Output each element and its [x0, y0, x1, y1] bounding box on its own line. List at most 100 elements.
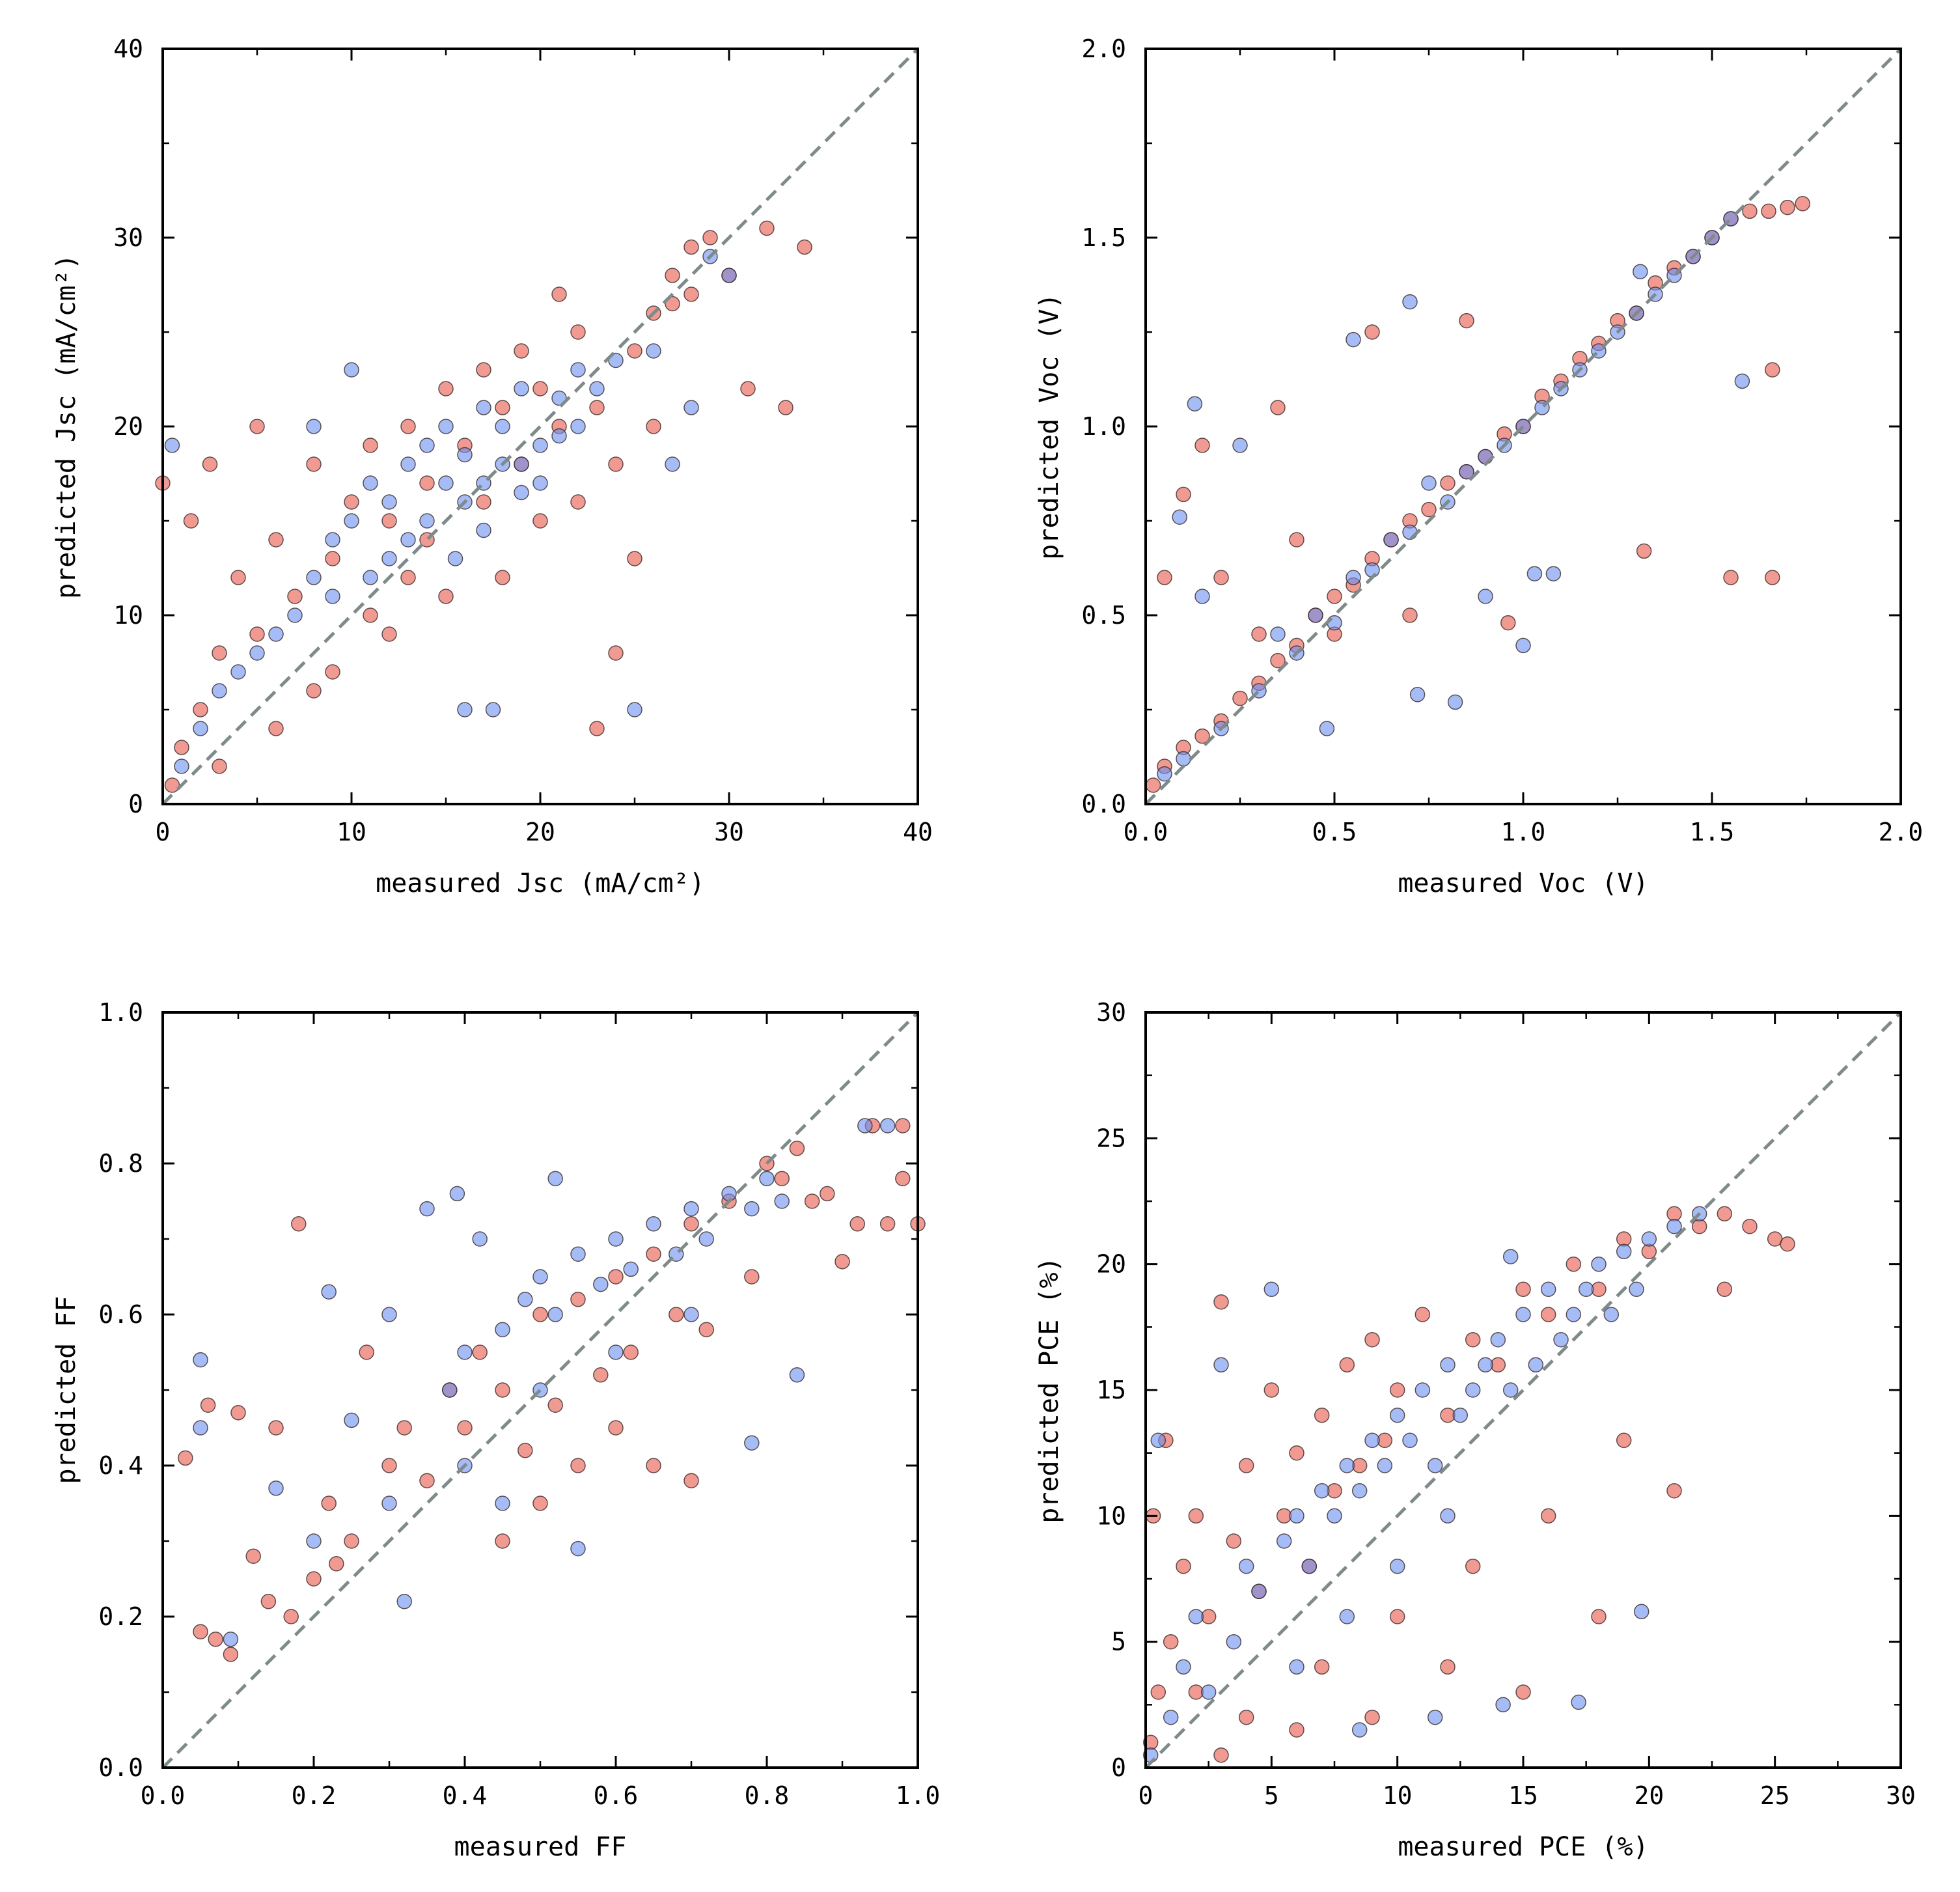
data-point-red — [744, 1269, 760, 1285]
x-tick-label: 0.5 — [1312, 818, 1357, 846]
points — [178, 1118, 926, 1662]
data-point-red — [1289, 1722, 1304, 1738]
data-point-red — [202, 456, 218, 472]
data-point-red — [627, 551, 642, 566]
panel-ff: 0.0 0.2 0.4 0.6 0.8 1.0 0.0 0.2 0.4 0.6 0.8 1.0 meas… — [51, 998, 940, 1862]
data-point-blue — [547, 1307, 563, 1322]
data-point-blue — [1616, 1244, 1632, 1260]
y-tick-label: 0 — [128, 790, 143, 818]
data-point-blue — [1502, 1249, 1519, 1264]
data-point-red — [683, 1216, 699, 1232]
data-point-red — [1616, 1432, 1632, 1449]
points — [1145, 196, 1810, 793]
data-point-blue — [1427, 1709, 1443, 1725]
x-tick-label: 0 — [156, 818, 171, 846]
data-point-blue — [438, 475, 454, 491]
data-point-red — [1289, 1445, 1304, 1461]
data-point-blue — [1172, 509, 1187, 525]
data-point-red — [1389, 1382, 1405, 1398]
data-point-blue — [551, 428, 567, 444]
data-point-blue — [593, 1276, 609, 1292]
data-point-red — [1465, 1558, 1481, 1574]
data-point-blue — [570, 1246, 586, 1262]
data-point-red — [879, 1216, 896, 1232]
data-point-blue — [623, 1261, 639, 1277]
data-point-red — [1251, 626, 1267, 642]
data-point-red — [1176, 486, 1191, 503]
data-point-blue — [1629, 1281, 1644, 1298]
data-point-red — [623, 1344, 639, 1360]
data-point-blue — [879, 1118, 896, 1134]
data-point-blue — [789, 1367, 805, 1383]
data-point-blue — [1427, 1458, 1443, 1473]
data-point-red — [1157, 570, 1172, 585]
data-point-red — [1194, 438, 1210, 453]
data-point-red — [835, 1254, 850, 1270]
data-point-red — [476, 494, 491, 510]
data-point-red — [249, 419, 265, 434]
data-point-red — [208, 1632, 223, 1647]
x-tick-label: 30 — [1886, 1781, 1916, 1810]
data-point-blue — [1389, 1558, 1405, 1574]
data-point-blue — [400, 532, 416, 548]
data-point-blue — [321, 1284, 337, 1300]
data-point-red — [1515, 1684, 1531, 1700]
data-point-red — [1515, 1281, 1531, 1298]
data-point-red — [193, 1624, 208, 1639]
x-axis-label: measured Jsc (mA/cm²) — [376, 869, 705, 898]
data-point-red — [1440, 475, 1456, 491]
x-tick-label: 1.0 — [896, 1781, 941, 1810]
data-point-blue — [1346, 570, 1361, 585]
data-point-red — [1591, 1609, 1607, 1624]
data-point-blue — [532, 475, 548, 491]
data-point-red — [1717, 1281, 1733, 1298]
data-point-red — [1238, 1458, 1254, 1473]
data-point-red — [1163, 1634, 1179, 1650]
data-point-red — [593, 1367, 609, 1383]
data-point-red — [183, 513, 199, 529]
data-point-blue — [396, 1594, 412, 1609]
data-point-red — [849, 1216, 865, 1232]
panel-jsc: 0 10 20 30 40 0 10 20 30 40 measured Jsc (mA/cm²) p… — [51, 35, 933, 898]
data-point-blue — [306, 419, 322, 434]
y-tick-label: 0.2 — [98, 1602, 143, 1631]
data-point-red — [1761, 203, 1776, 219]
data-point-red — [1402, 607, 1418, 623]
data-point-blue — [1402, 524, 1418, 540]
data-point-blue — [1276, 1533, 1292, 1549]
data-point-red — [200, 1397, 216, 1413]
data-point-blue — [1270, 626, 1286, 642]
data-point-red — [1176, 1558, 1191, 1574]
data-point-blue — [212, 683, 227, 699]
data-point-red — [457, 1420, 473, 1436]
identity-line — [1144, 1011, 1902, 1769]
points — [155, 220, 812, 793]
data-point-red — [1314, 1407, 1330, 1423]
data-point-blue — [457, 447, 473, 463]
y-tick-label: 30 — [113, 223, 143, 252]
data-point-blue — [665, 456, 680, 472]
data-point-blue — [570, 1540, 586, 1557]
data-point-red — [1289, 532, 1304, 548]
x-tick-label: 0 — [1139, 1781, 1153, 1810]
data-point-blue — [1409, 687, 1426, 703]
data-point-red — [212, 758, 227, 774]
data-point-blue — [514, 484, 529, 501]
data-point-blue — [1415, 1382, 1431, 1398]
y-tick-label: 20 — [1096, 1250, 1126, 1279]
data-point-blue — [193, 721, 208, 736]
data-point-red — [1364, 324, 1380, 340]
data-point-blue — [230, 664, 246, 680]
data-point-red — [683, 286, 699, 302]
data-point-blue — [1566, 1307, 1582, 1322]
data-point-red — [1232, 690, 1248, 706]
data-point-blue — [1633, 1604, 1649, 1620]
data-point-red — [1440, 1659, 1456, 1675]
data-point-blue — [721, 268, 737, 283]
data-point-blue — [438, 419, 454, 434]
data-point-red — [789, 1141, 805, 1156]
data-point-blue — [447, 551, 463, 566]
data-point-blue — [442, 1382, 458, 1398]
data-point-red — [1213, 570, 1229, 585]
data-point-blue — [1364, 562, 1380, 578]
